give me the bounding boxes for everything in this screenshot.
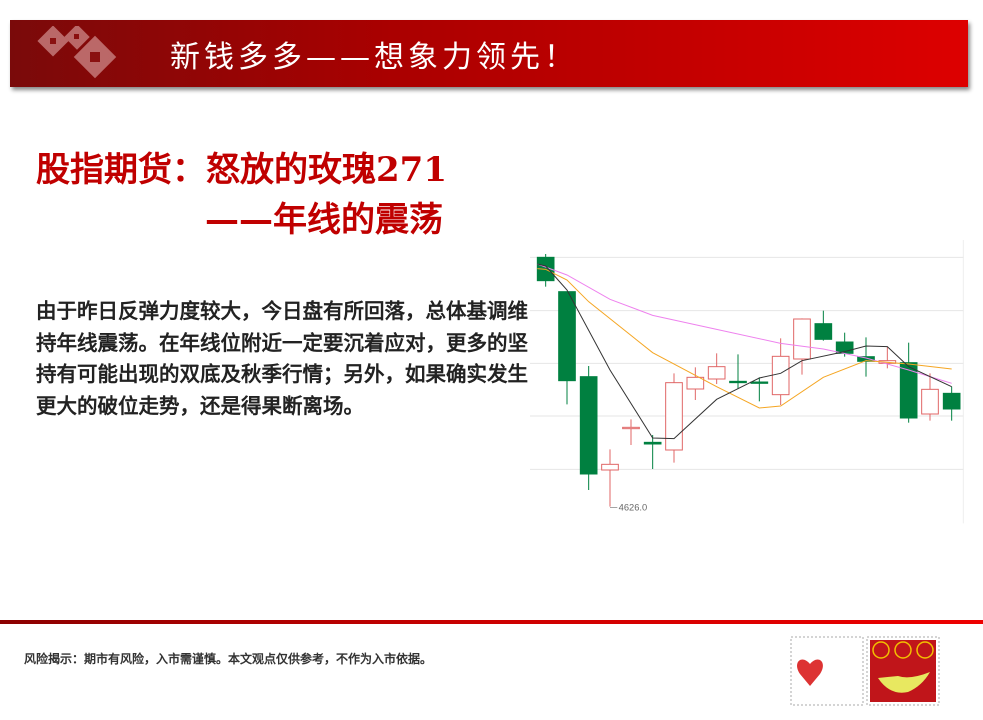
candle-body [814, 323, 833, 340]
article-title: 股指期货：怒放的玫瑰271 [36, 150, 447, 190]
candle-body [771, 355, 790, 396]
candle-body [793, 318, 811, 360]
candle-body [942, 392, 961, 410]
candle-body [686, 376, 705, 390]
header-banner: 新钱多多——想象力领先！ [10, 20, 968, 87]
candle-body [899, 362, 918, 419]
candle-body [750, 381, 769, 384]
risk-disclaimer: 风险揭示：期市有风险，入市需谨慎。本文观点仅供参考，不作为入市依据。 [24, 652, 433, 666]
footer-divider [0, 620, 983, 624]
candle-body [707, 366, 726, 380]
low-label: 4626.0 [619, 503, 648, 513]
candle-body [579, 376, 598, 475]
bull-icon [878, 672, 930, 693]
banner-title: 新钱多多——想象力领先！ [170, 40, 578, 75]
candle-body [729, 380, 747, 384]
candle-body [558, 291, 576, 382]
brand-logos [790, 636, 940, 706]
candle-body [857, 356, 875, 362]
moving-average-line-0 [537, 263, 952, 384]
pattern-logo-icon [37, 26, 117, 79]
heart-icon [797, 659, 823, 686]
moving-average-line-2 [537, 263, 952, 440]
article-paragraph: 由于昨日反弹力度较大，今日盘有所回落，总体基调维持年线震荡。在年线位附近一定要沉… [36, 299, 528, 418]
candlestick-chart: 4626.0 [530, 240, 964, 524]
candle-body [921, 388, 939, 415]
candle-body [643, 441, 662, 445]
candle-body [665, 382, 683, 451]
candle-body [622, 426, 640, 430]
moving-average-line-1 [537, 268, 952, 409]
candle-body [601, 463, 619, 471]
article-subtitle: ——年线的震荡 [205, 200, 443, 240]
